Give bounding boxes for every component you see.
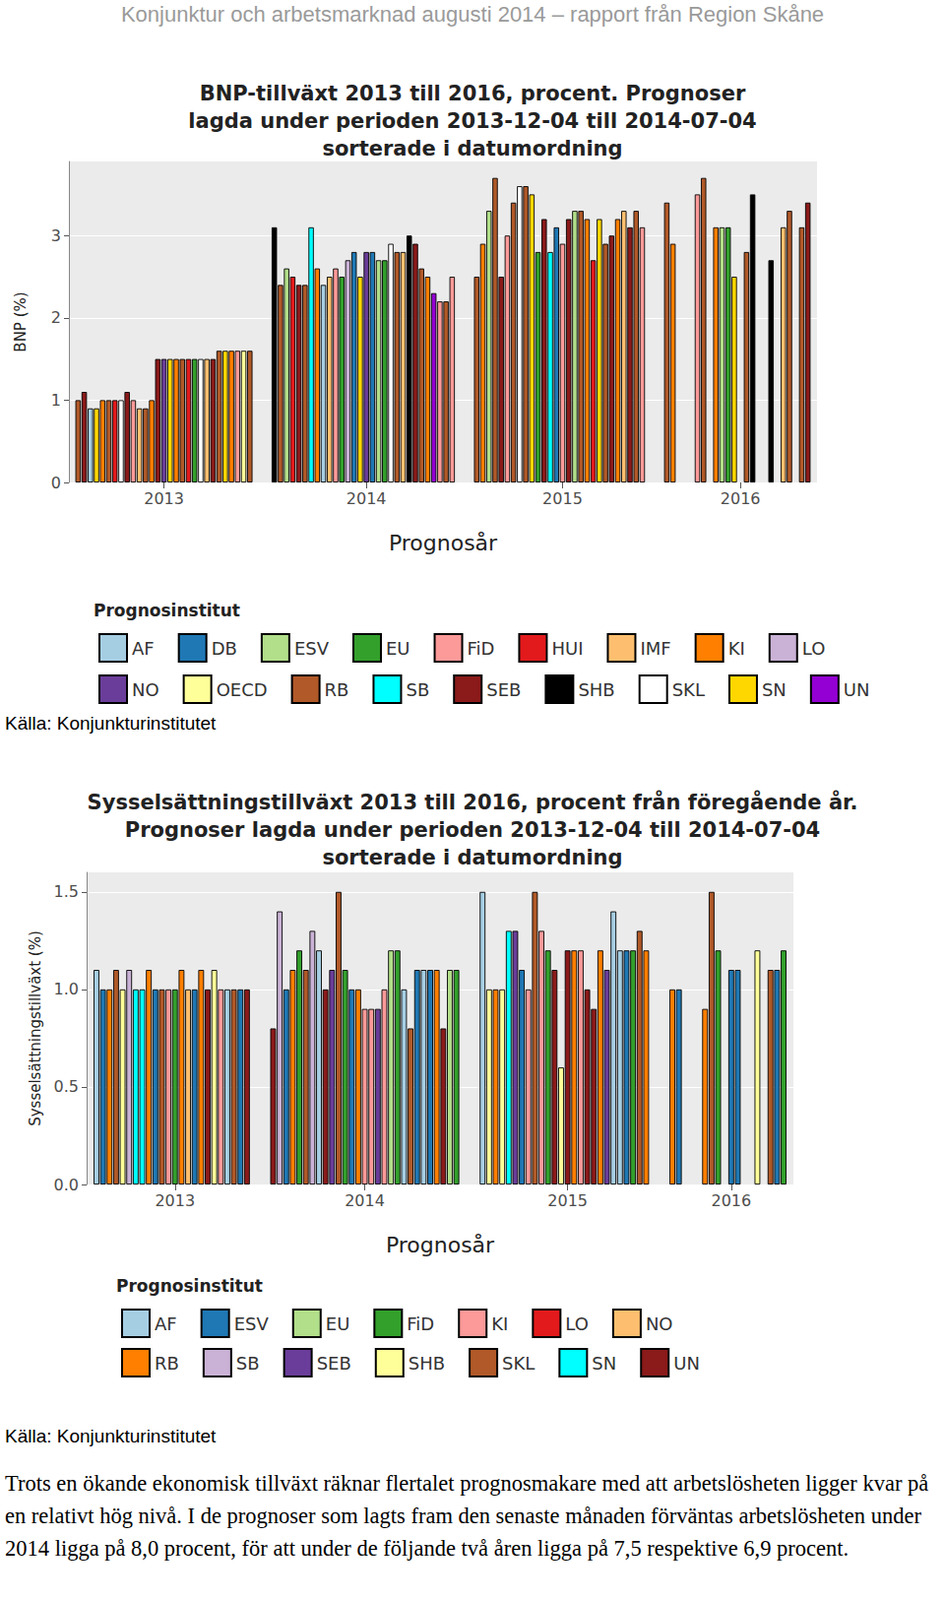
svg-text:EU: EU xyxy=(385,637,411,659)
svg-text:AF: AF xyxy=(131,637,155,659)
svg-text:ESV: ESV xyxy=(234,1313,270,1334)
svg-text:KI: KI xyxy=(728,637,746,659)
svg-text:Prognosår: Prognosår xyxy=(388,530,499,556)
svg-text:2015: 2015 xyxy=(547,1191,588,1210)
svg-text:DB: DB xyxy=(211,637,238,659)
svg-text:2013: 2013 xyxy=(154,1191,195,1210)
svg-text:1: 1 xyxy=(51,390,62,410)
svg-text:2014: 2014 xyxy=(344,1191,385,1210)
svg-text:UN: UN xyxy=(843,679,871,700)
svg-text:0.0: 0.0 xyxy=(54,1175,79,1195)
svg-text:FiD: FiD xyxy=(406,1313,435,1334)
svg-text:RB: RB xyxy=(324,679,350,700)
svg-text:KI: KI xyxy=(491,1313,508,1334)
svg-text:BNP-tillväxt 2013 till 2016, p: BNP-tillväxt 2013 till 2016, procent. Pr… xyxy=(199,81,747,106)
svg-text:Sysselsättningstillväxt 2013 t: Sysselsättningstillväxt 2013 till 2016, … xyxy=(87,789,859,815)
svg-text:2016: 2016 xyxy=(710,1191,752,1210)
svg-text:SHB: SHB xyxy=(408,1352,445,1374)
svg-text:SN: SN xyxy=(591,1352,617,1374)
svg-text:NO: NO xyxy=(131,679,160,700)
svg-text:Prognosinstitut: Prognosinstitut xyxy=(93,600,241,621)
svg-text:HUI: HUI xyxy=(551,637,583,659)
svg-text:2013: 2013 xyxy=(143,489,185,508)
svg-text:sorterade i datumordning: sorterade i datumordning xyxy=(321,845,623,870)
svg-text:SEB: SEB xyxy=(316,1352,352,1374)
svg-text:SB: SB xyxy=(405,679,430,700)
svg-text:RB: RB xyxy=(154,1352,180,1374)
svg-text:AF: AF xyxy=(154,1313,178,1334)
html-text:Konjunktur och arbetsmarknad a: Konjunktur och arbetsmarknad augusti 201… xyxy=(120,1,825,27)
svg-text:1.5: 1.5 xyxy=(54,882,79,901)
svg-text:UN: UN xyxy=(673,1352,700,1374)
svg-text:sorterade i datumordning: sorterade i datumordning xyxy=(321,136,623,161)
svg-text:3: 3 xyxy=(51,226,62,246)
svg-text:OECD: OECD xyxy=(216,679,268,700)
svg-text:Prognoser lagda under perioden: Prognoser lagda under perioden 2013-12-0… xyxy=(125,818,820,842)
svg-text:Prognosinstitut: Prognosinstitut xyxy=(116,1275,263,1296)
svg-text:SKL: SKL xyxy=(502,1352,535,1374)
svg-text:0: 0 xyxy=(51,473,62,493)
svg-text:Prognosår: Prognosår xyxy=(385,1232,496,1258)
svg-text:2015: 2015 xyxy=(542,489,583,508)
svg-text:SN: SN xyxy=(761,679,787,700)
html-text:Källa: Konjunkturinstitutet: Källa: Konjunkturinstitutet xyxy=(4,712,216,734)
svg-text:SHB: SHB xyxy=(577,679,615,700)
svg-text:2014: 2014 xyxy=(346,489,387,508)
svg-text:IMF: IMF xyxy=(639,637,671,659)
svg-text:LO: LO xyxy=(565,1313,589,1334)
svg-text:2: 2 xyxy=(51,308,62,327)
svg-text:SB: SB xyxy=(236,1352,260,1374)
svg-text:Sysselsättningstillväxt (%): Sysselsättningstillväxt (%) xyxy=(26,930,45,1127)
svg-text:FiD: FiD xyxy=(467,637,496,659)
svg-text:LO: LO xyxy=(802,637,826,659)
svg-text:BNP (%): BNP (%) xyxy=(11,291,30,352)
svg-text:2016: 2016 xyxy=(720,489,761,508)
svg-text:lagda under perioden 2013-12-0: lagda under perioden 2013-12-04 till 201… xyxy=(188,109,756,133)
svg-text:SKL: SKL xyxy=(672,679,705,700)
html-text:Trots en ökande ekonomisk till: Trots en ökande ekonomisk tillväxt räkna… xyxy=(4,1470,929,1561)
svg-text:EU: EU xyxy=(325,1313,351,1334)
svg-text:0.5: 0.5 xyxy=(54,1076,79,1096)
svg-text:1.0: 1.0 xyxy=(54,979,79,999)
html-text:Källa: Konjunkturinstitutet: Källa: Konjunkturinstitutet xyxy=(4,1425,216,1447)
svg-text:ESV: ESV xyxy=(294,637,330,659)
svg-text:SEB: SEB xyxy=(486,679,521,700)
svg-text:NO: NO xyxy=(645,1313,674,1334)
